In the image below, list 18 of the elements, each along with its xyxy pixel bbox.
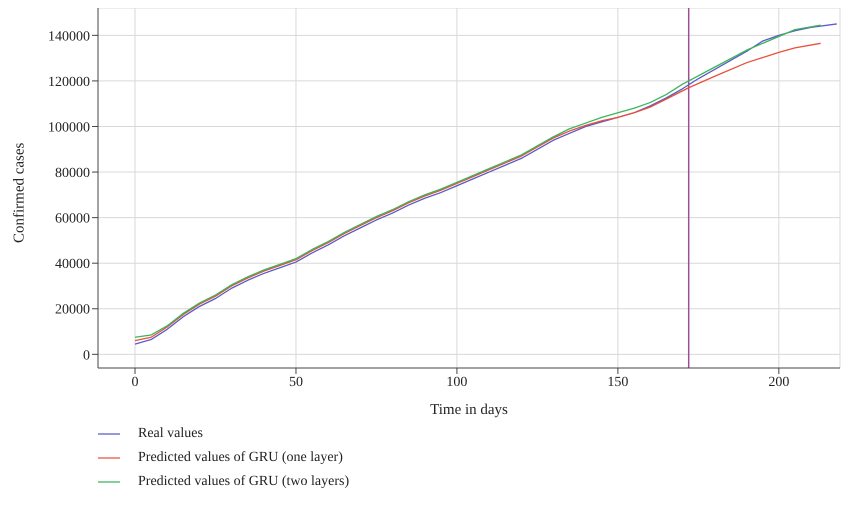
y-tick-label: 0 (83, 348, 90, 364)
y-axis-title: Confirmed cases (11, 142, 28, 243)
legend-label: Real values (138, 425, 203, 443)
x-tick-label: 0 (132, 374, 139, 390)
y-tick-label: 100000 (48, 120, 90, 136)
y-tick-label: 40000 (55, 257, 90, 272)
x-axis-title: Time in days (430, 402, 508, 418)
y-tick-label: 120000 (48, 74, 90, 90)
y-tick-label: 80000 (55, 166, 90, 182)
y-tick-label: 20000 (55, 302, 90, 318)
y-tick-label: 140000 (48, 29, 90, 44)
x-tick-label: 200 (768, 374, 790, 390)
legend-label: Predicted values of GRU (two layers) (138, 473, 350, 491)
y-tick-label: 60000 (55, 212, 90, 227)
x-tick-label: 50 (288, 374, 303, 390)
x-tick-label: 100 (446, 374, 468, 390)
x-tick-label: 150 (607, 374, 628, 390)
legend-label: Predicted values of GRU (one layer) (138, 449, 343, 467)
